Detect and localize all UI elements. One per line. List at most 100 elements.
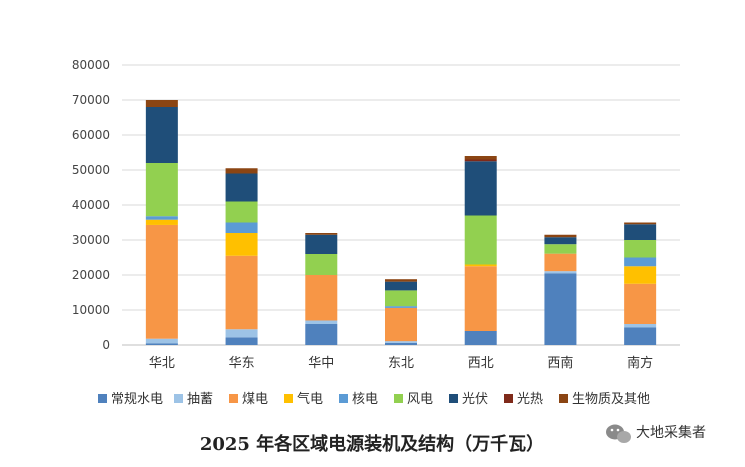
bar-segment: [464, 331, 497, 345]
bar-segment: [385, 342, 417, 345]
x-category-label: 西南: [547, 355, 573, 371]
bar-segment: [464, 161, 497, 216]
y-tick-label: 30000: [72, 233, 110, 247]
y-tick-label: 50000: [72, 163, 110, 177]
bar-segment: [624, 266, 657, 284]
legend-swatch: [504, 394, 513, 403]
bar-segment: [145, 338, 178, 344]
y-tick-label: 70000: [72, 93, 110, 107]
legend-swatch: [339, 394, 348, 403]
y-axis-tick-labels: 0 10000 20000 30000 40000 50000 60000 70000 8000…: [72, 58, 110, 352]
y-tick-label: 10000: [72, 303, 110, 317]
legend-label: 风电: [407, 392, 433, 407]
bar-segment: [464, 215, 497, 265]
legend-swatch: [394, 394, 403, 403]
legend-label: 煤电: [242, 392, 268, 407]
bar-stack: [305, 233, 338, 345]
legend-swatch: [559, 394, 568, 403]
bar-segment: [624, 327, 657, 345]
bar-segment: [385, 306, 417, 308]
bar-segment: [145, 219, 178, 225]
chart-title: 2025 年各区域电源装机及结构（万千瓦）: [200, 433, 544, 455]
x-category-label: 西北: [468, 356, 494, 371]
legend-swatch: [449, 394, 458, 403]
bar-stack: [145, 100, 178, 345]
bar-segment: [544, 253, 577, 272]
legend-swatch: [174, 394, 183, 403]
bar-segment: [624, 257, 657, 267]
legend-label: 抽蓄: [187, 392, 213, 407]
bar-segment: [385, 307, 417, 342]
x-category-label: 东北: [388, 356, 414, 371]
y-tick-label: 60000: [72, 128, 110, 142]
bar-segment: [624, 324, 657, 328]
bar-segment: [464, 156, 497, 160]
bar-segment: [385, 290, 417, 307]
bar-segment: [624, 240, 657, 258]
legend-item: 生物质及其他: [559, 392, 650, 407]
y-tick-label: 0: [102, 338, 110, 352]
x-category-label: 华北: [149, 356, 175, 371]
bar-segment: [305, 233, 338, 235]
bar-segment: [145, 216, 178, 220]
legend-label: 光热: [517, 392, 543, 407]
bar-segment: [145, 224, 178, 339]
legend-item: 常规水电: [98, 392, 163, 407]
bar-segment: [464, 159, 497, 162]
bars: [145, 100, 657, 345]
legend-label: 光伏: [462, 392, 488, 407]
bar-segment: [225, 337, 258, 345]
x-category-label: 华东: [229, 356, 255, 371]
bar-segment: [145, 107, 178, 163]
bar-segment: [225, 329, 258, 338]
y-tick-label: 80000: [72, 58, 110, 72]
bar-segment: [145, 343, 178, 345]
x-category-label: 南方: [627, 355, 653, 371]
watermark-text: 大地采集者: [636, 424, 706, 441]
legend-swatch: [98, 394, 107, 403]
bar-stack: [544, 234, 577, 345]
bar-segment: [305, 254, 338, 275]
bar-stack: [385, 279, 417, 345]
bar-segment: [145, 163, 178, 217]
bar-segment: [624, 224, 657, 240]
bar-segment: [544, 234, 577, 238]
bar-segment: [544, 237, 577, 245]
legend-item: 核电: [339, 392, 378, 407]
bar-segment: [385, 281, 417, 291]
legend-item: 光热: [504, 392, 543, 407]
bar-segment: [305, 320, 338, 324]
legend-item: 光伏: [449, 392, 488, 407]
legend-label: 核电: [352, 392, 378, 407]
x-category-label: 华中: [308, 356, 334, 371]
bar-segment: [305, 234, 338, 254]
bar-segment: [305, 275, 338, 321]
legend-label: 气电: [297, 391, 323, 407]
legend-item: 风电: [394, 392, 433, 407]
wechat-icon: [606, 424, 631, 443]
legend-swatch: [229, 394, 238, 403]
bar-segment: [544, 244, 577, 254]
legend-swatch: [284, 394, 293, 403]
bar-segment: [225, 173, 258, 202]
legend-item: 抽蓄: [174, 392, 213, 407]
bar-stack: [624, 222, 657, 345]
gridlines: [122, 64, 680, 346]
bar-segment: [225, 201, 258, 223]
watermark: 大地采集者: [606, 424, 706, 443]
bar-segment: [624, 283, 657, 324]
y-tick-label: 40000: [72, 198, 110, 212]
bar-segment: [464, 266, 497, 331]
x-axis-category-labels: 华北 华东 华中 东北 西北 西南 南方: [149, 355, 653, 371]
bar-segment: [464, 264, 497, 267]
bar-segment: [385, 341, 417, 343]
bar-segment: [305, 324, 338, 345]
bar-segment: [385, 279, 417, 282]
bar-segment: [225, 233, 258, 256]
bar-stack: [225, 168, 258, 345]
bar-stack: [464, 156, 497, 345]
y-tick-label: 20000: [72, 268, 110, 282]
legend-item: 煤电: [229, 392, 268, 407]
legend-label: 生物质及其他: [572, 392, 650, 407]
